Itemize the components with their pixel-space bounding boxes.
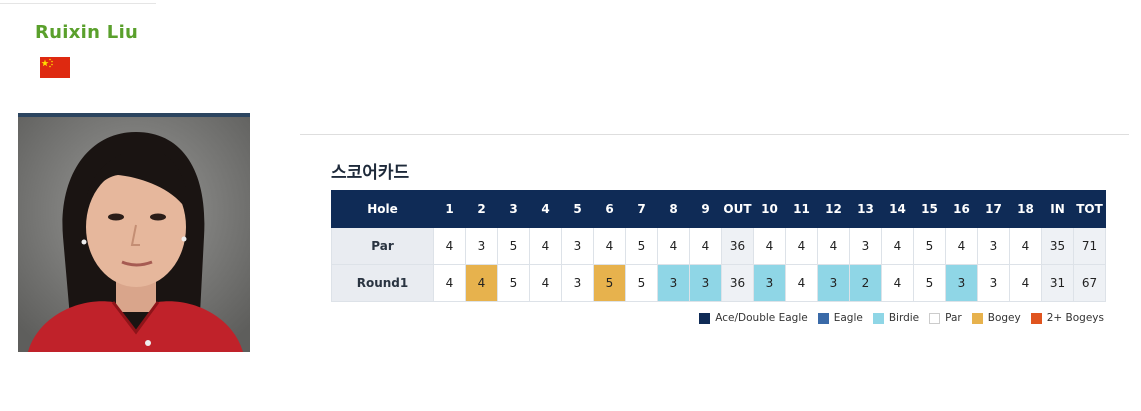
legend-swatch <box>929 312 941 324</box>
header-cell: 11 <box>785 190 818 228</box>
player-portrait-image <box>18 117 250 352</box>
score-legend: Ace/Double Eagle Eagle Birdie Par Bogey 2+ Bo… <box>689 312 1104 324</box>
scorecard-row-par: Par 4 3 5 4 3 4 5 4 4 36 4 4 4 3 4 5 4 3 4 35 71 <box>331 227 1106 265</box>
score-cell: 36 <box>721 227 754 265</box>
section-divider <box>300 134 1129 135</box>
score-cell: 4 <box>689 227 722 265</box>
score-cell: 4 <box>657 227 690 265</box>
row-label: Round1 <box>331 264 434 302</box>
header-cell: 5 <box>561 190 594 228</box>
legend-label: Bogey <box>987 312 1021 324</box>
scorecard-row-round1: Round1 4 4 5 4 3 5 5 3 3 36 3 4 3 2 4 5 3 3 4 31 67 <box>331 264 1106 302</box>
score-cell: 71 <box>1073 227 1106 265</box>
score-cell: 5 <box>593 264 626 302</box>
legend-label: Par <box>945 312 962 324</box>
score-cell: 3 <box>977 227 1010 265</box>
score-cell: 3 <box>657 264 690 302</box>
score-cell: 3 <box>561 227 594 265</box>
header-cell: 1 <box>433 190 466 228</box>
score-cell: 4 <box>433 227 466 265</box>
scorecard-table: Hole 1 2 3 4 5 6 7 8 9 OUT 10 11 12 13 14 15 16 17 18 IN TOT P… <box>331 190 1106 302</box>
legend-item: Eagle <box>817 312 863 324</box>
legend-item: Ace/Double Eagle <box>699 312 808 324</box>
legend-item: Bogey <box>971 312 1021 324</box>
score-cell: 4 <box>753 227 786 265</box>
photo-top-bar <box>18 113 250 117</box>
legend-item: 2+ Bogeys <box>1030 312 1104 324</box>
china-flag-icon <box>40 57 70 78</box>
header-cell: 14 <box>881 190 914 228</box>
legend-item: Birdie <box>872 312 920 324</box>
score-cell: 4 <box>1009 227 1042 265</box>
score-cell: 5 <box>913 264 946 302</box>
header-cell: 17 <box>977 190 1010 228</box>
score-cell: 4 <box>529 264 562 302</box>
header-cell: 9 <box>689 190 722 228</box>
header-cell: 13 <box>849 190 882 228</box>
header-cell: IN <box>1041 190 1074 228</box>
legend-label: Ace/Double Eagle <box>715 312 808 324</box>
score-cell: 3 <box>849 227 882 265</box>
score-cell: 4 <box>529 227 562 265</box>
header-cell: 2 <box>465 190 498 228</box>
legend-label: 2+ Bogeys <box>1046 312 1104 324</box>
row-label: Par <box>331 227 434 265</box>
header-cell: 8 <box>657 190 690 228</box>
header-label: Hole <box>331 190 434 228</box>
score-cell: 3 <box>977 264 1010 302</box>
legend-label: Birdie <box>888 312 920 324</box>
header-cell: 6 <box>593 190 626 228</box>
legend-swatch <box>1030 312 1042 324</box>
scorecard-title: 스코어카드 <box>331 163 410 183</box>
legend-label: Eagle <box>833 312 863 324</box>
header-cell: 18 <box>1009 190 1042 228</box>
score-cell: 31 <box>1041 264 1074 302</box>
header-cell: TOT <box>1073 190 1106 228</box>
score-cell: 5 <box>913 227 946 265</box>
score-cell: 3 <box>753 264 786 302</box>
score-cell: 4 <box>1009 264 1042 302</box>
score-cell: 3 <box>561 264 594 302</box>
score-cell: 3 <box>945 264 978 302</box>
score-cell: 5 <box>497 264 530 302</box>
header-cell: 4 <box>529 190 562 228</box>
scorecard-header-row: Hole 1 2 3 4 5 6 7 8 9 OUT 10 11 12 13 14 15 16 17 18 IN TOT <box>331 190 1106 228</box>
legend-swatch <box>971 312 983 324</box>
player-photo <box>18 113 250 352</box>
score-cell: 4 <box>817 227 850 265</box>
score-cell: 4 <box>881 264 914 302</box>
score-cell: 4 <box>785 264 818 302</box>
header-cell: 3 <box>497 190 530 228</box>
score-cell: 5 <box>625 227 658 265</box>
score-cell: 2 <box>849 264 882 302</box>
score-cell: 4 <box>593 227 626 265</box>
score-cell: 36 <box>721 264 754 302</box>
score-cell: 4 <box>945 227 978 265</box>
score-cell: 4 <box>433 264 466 302</box>
score-cell: 3 <box>817 264 850 302</box>
legend-swatch <box>872 312 884 324</box>
score-cell: 5 <box>625 264 658 302</box>
top-divider <box>0 3 156 4</box>
player-name[interactable]: Ruixin Liu <box>35 22 139 43</box>
score-cell: 3 <box>689 264 722 302</box>
score-cell: 3 <box>465 227 498 265</box>
score-cell: 67 <box>1073 264 1106 302</box>
header-cell: 10 <box>753 190 786 228</box>
legend-swatch <box>817 312 829 324</box>
header-cell: 7 <box>625 190 658 228</box>
header-cell: 15 <box>913 190 946 228</box>
score-cell: 4 <box>881 227 914 265</box>
score-cell: 5 <box>497 227 530 265</box>
header-cell: 12 <box>817 190 850 228</box>
score-cell: 4 <box>465 264 498 302</box>
header-cell: 16 <box>945 190 978 228</box>
legend-item: Par <box>929 312 962 324</box>
header-cell: OUT <box>721 190 754 228</box>
score-cell: 4 <box>785 227 818 265</box>
legend-swatch <box>699 312 711 324</box>
score-cell: 35 <box>1041 227 1074 265</box>
